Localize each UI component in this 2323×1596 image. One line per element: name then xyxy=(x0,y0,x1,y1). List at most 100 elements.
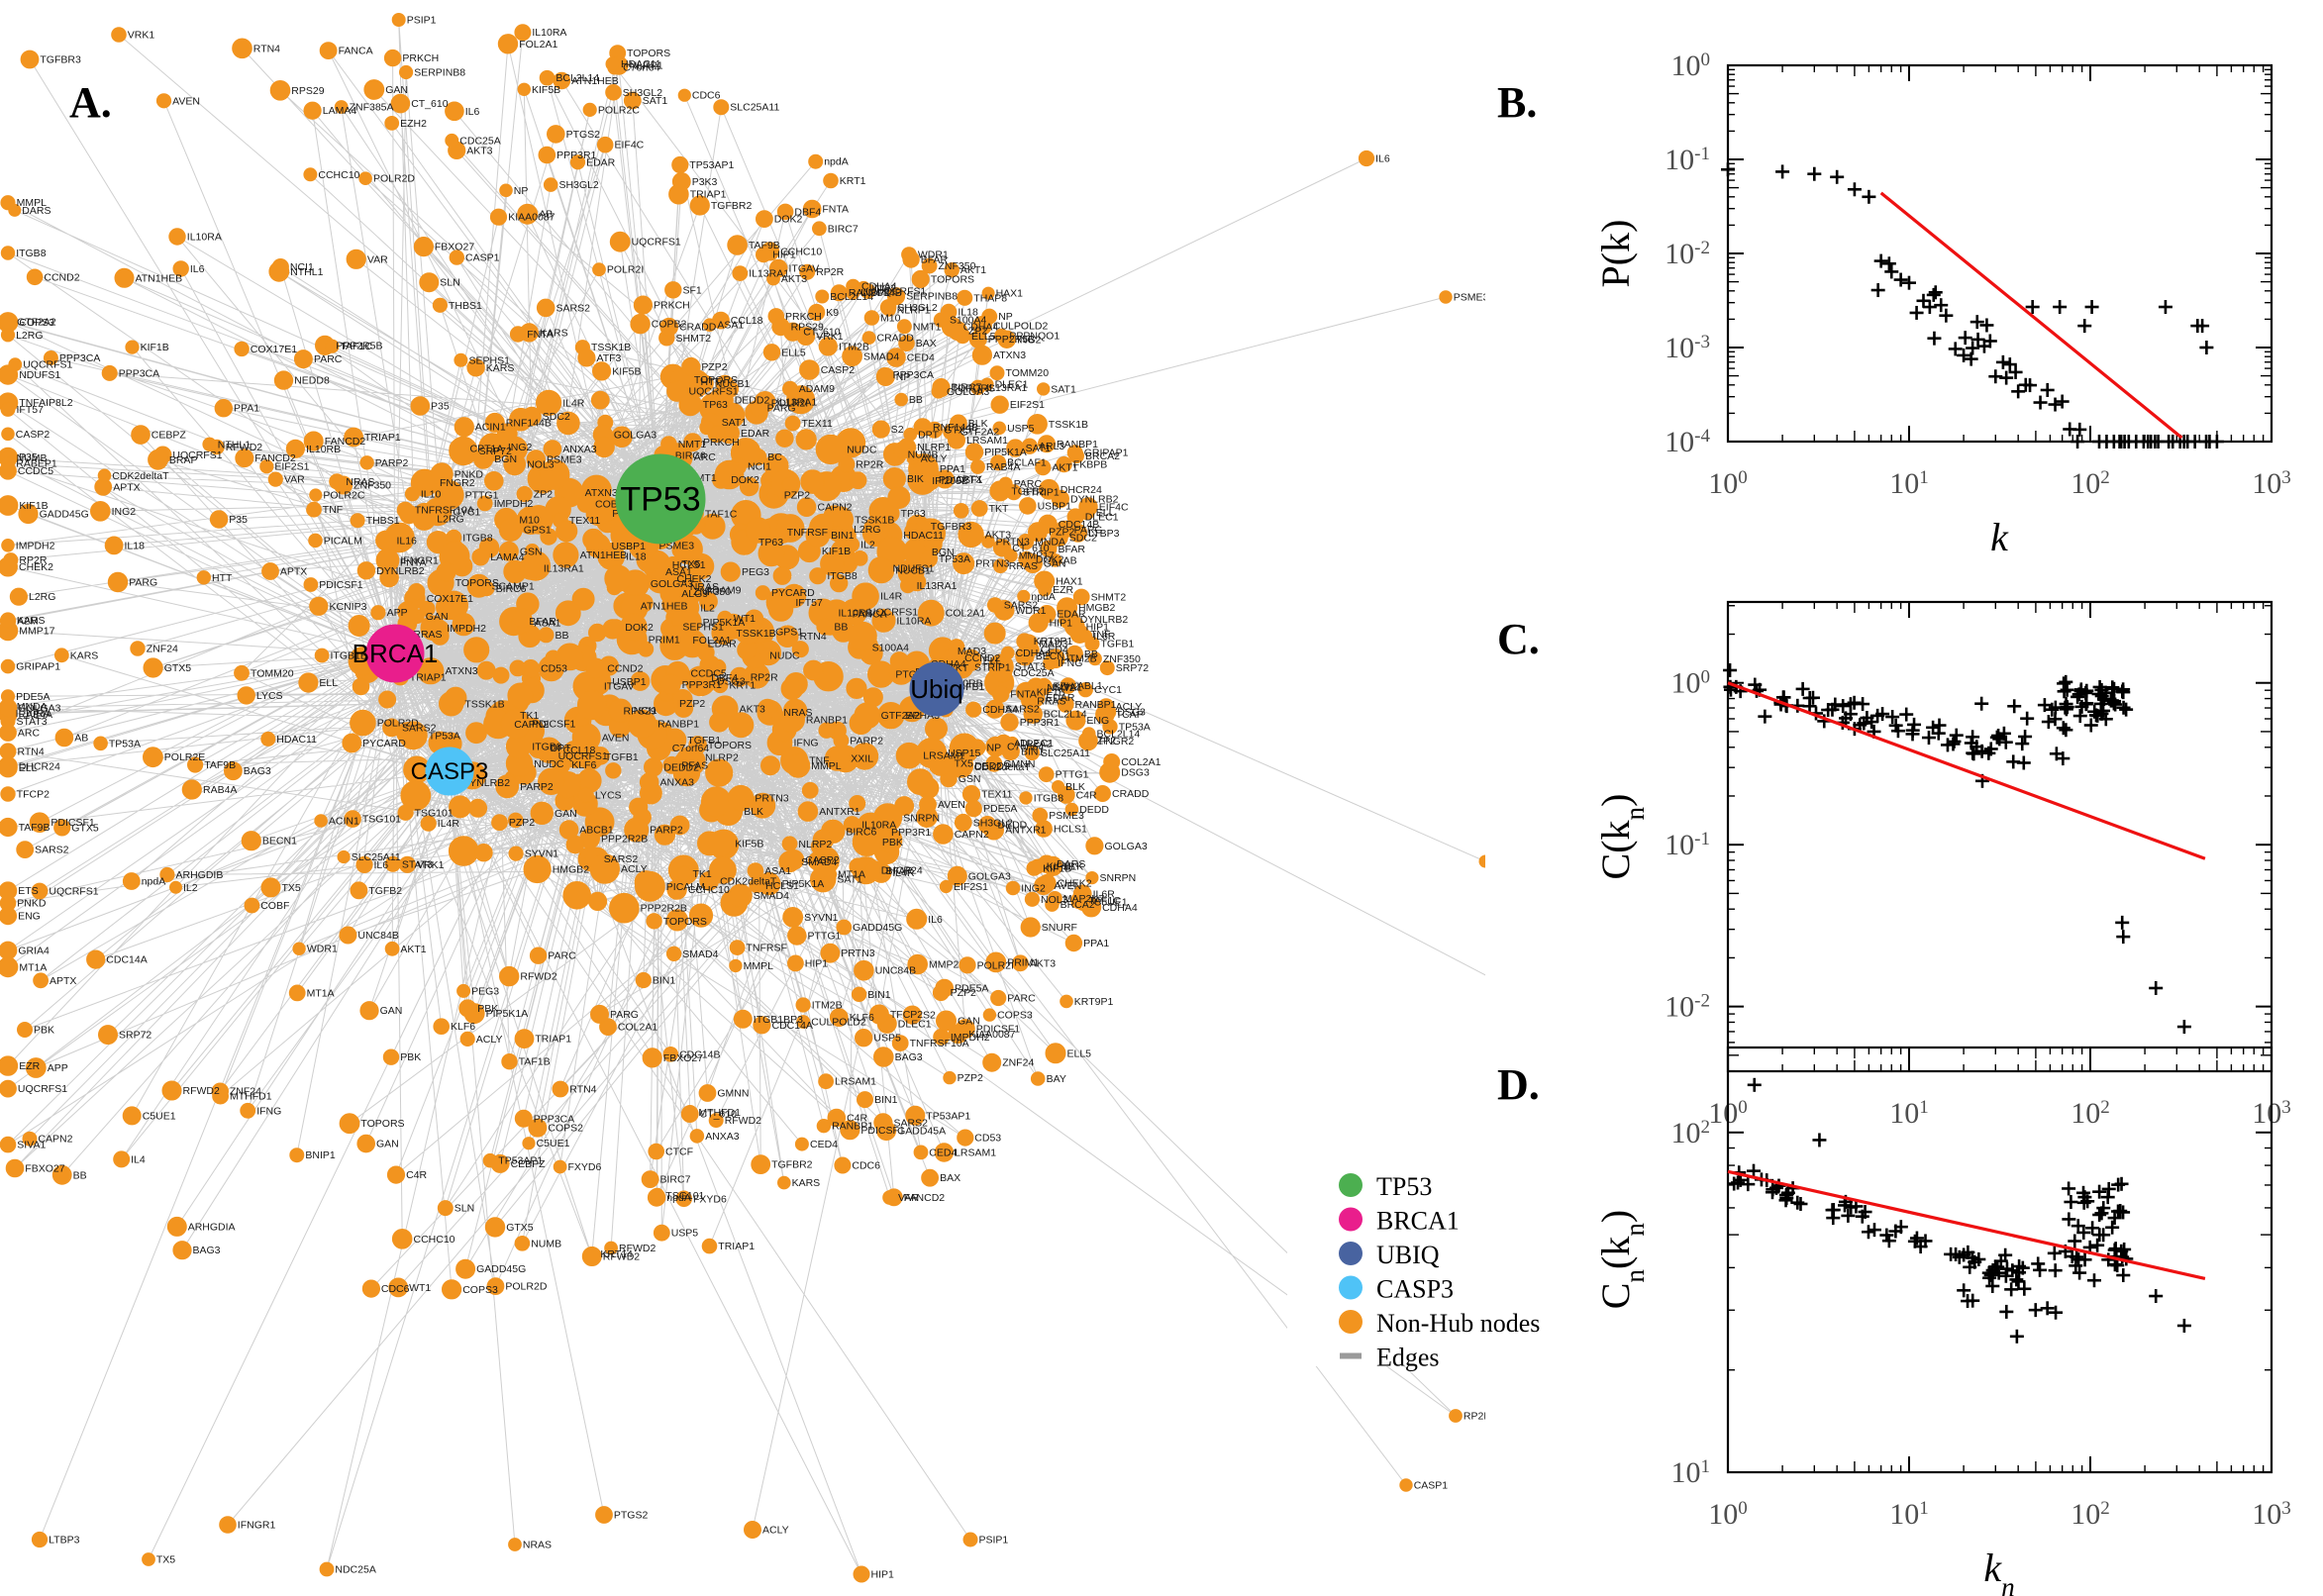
svg-text:NP: NP xyxy=(987,743,1002,754)
svg-text:APP: APP xyxy=(387,607,408,619)
svg-text:COPS3: COPS3 xyxy=(997,1010,1033,1022)
svg-text:CRADD: CRADD xyxy=(877,333,915,345)
svg-text:CED4: CED4 xyxy=(929,1147,957,1158)
svg-text:UQCRFS1: UQCRFS1 xyxy=(18,1083,67,1095)
svg-text:APP: APP xyxy=(48,1062,68,1074)
svg-text:TAF1C: TAF1C xyxy=(705,508,738,520)
svg-text:ANXA3: ANXA3 xyxy=(705,1131,740,1143)
svg-text:FANCA: FANCA xyxy=(339,46,373,57)
svg-text:PTTG1: PTTG1 xyxy=(808,931,842,943)
svg-text:PTGS2: PTGS2 xyxy=(566,129,601,141)
svg-text:POLR2D: POLR2D xyxy=(505,1281,547,1293)
svg-text:AKT3: AKT3 xyxy=(740,703,765,715)
svg-text:KRT9P1: KRT9P1 xyxy=(1034,636,1073,648)
svg-text:NLRP1: NLRP1 xyxy=(917,442,951,453)
svg-text:IL4R: IL4R xyxy=(880,591,903,603)
svg-text:GSN: GSN xyxy=(959,773,981,785)
svg-text:C4R: C4R xyxy=(1076,789,1097,801)
svg-text:ETS: ETS xyxy=(18,885,38,897)
svg-text:POLR2E: POLR2E xyxy=(164,751,205,763)
svg-text:SHMT2: SHMT2 xyxy=(676,333,712,345)
svg-text:BAX: BAX xyxy=(940,1172,960,1184)
svg-text:CCDC5: CCDC5 xyxy=(691,668,727,680)
svg-text:IFT57: IFT57 xyxy=(795,597,823,609)
svg-text:CRADD: CRADD xyxy=(679,322,717,334)
svg-text:ATXN3: ATXN3 xyxy=(446,665,478,677)
svg-text:VAR: VAR xyxy=(284,474,305,486)
svg-text:BIK: BIK xyxy=(907,473,924,485)
svg-text:BB: BB xyxy=(73,1169,87,1181)
svg-text:PYCARD: PYCARD xyxy=(362,738,406,749)
svg-text:NLRP2: NLRP2 xyxy=(798,839,832,850)
svg-text:IL6: IL6 xyxy=(928,914,943,926)
svg-text:HDAC11: HDAC11 xyxy=(276,734,317,746)
svg-text:ATXN3: ATXN3 xyxy=(585,487,618,499)
svg-text:L2RG: L2RG xyxy=(16,330,43,342)
svg-text:AKT1: AKT1 xyxy=(400,944,426,955)
svg-text:BFAR: BFAR xyxy=(886,865,914,877)
svg-text:GAN: GAN xyxy=(376,1139,399,1150)
svg-text:ELL: ELL xyxy=(983,654,1002,666)
svg-text:KIF1B: KIF1B xyxy=(141,342,169,353)
svg-text:CAPN2: CAPN2 xyxy=(818,502,853,514)
svg-text:FNTA: FNTA xyxy=(1010,689,1037,701)
svg-text:BIN1: BIN1 xyxy=(874,1094,898,1106)
svg-text:GTX5: GTX5 xyxy=(506,1222,534,1234)
svg-text:DSG3: DSG3 xyxy=(1117,707,1146,719)
svg-text:CCHC10: CCHC10 xyxy=(688,884,730,896)
svg-text:CED4: CED4 xyxy=(907,352,935,364)
svg-text:SIVA1: SIVA1 xyxy=(17,1140,46,1151)
svg-text:TX5: TX5 xyxy=(955,758,973,770)
svg-text:TRIAP1: TRIAP1 xyxy=(535,1034,571,1046)
svg-text:PEG3: PEG3 xyxy=(471,985,499,997)
svg-text:IMPDH2: IMPDH2 xyxy=(16,540,55,551)
svg-text:RFWD2: RFWD2 xyxy=(183,1085,220,1097)
svg-text:FXYD6: FXYD6 xyxy=(568,1161,602,1173)
svg-text:TAF9B: TAF9B xyxy=(19,822,50,834)
svg-text:ELL5: ELL5 xyxy=(1067,1047,1092,1059)
svg-text:TGFBR2: TGFBR2 xyxy=(771,1159,813,1171)
svg-text:GOLGA3: GOLGA3 xyxy=(1105,841,1148,852)
svg-text:USP5: USP5 xyxy=(873,1033,901,1045)
svg-text:ITGB8: ITGB8 xyxy=(532,741,562,752)
svg-text:NCI1: NCI1 xyxy=(634,705,657,717)
svg-text:TGFB2: TGFB2 xyxy=(368,885,402,897)
svg-text:ANXA3: ANXA3 xyxy=(562,444,597,455)
svg-text:ATF3: ATF3 xyxy=(597,352,622,364)
svg-text:ACLY: ACLY xyxy=(476,1034,503,1046)
svg-text:ARC: ARC xyxy=(694,451,717,463)
svg-text:CCHC10: CCHC10 xyxy=(414,1234,455,1246)
svg-text:POLR2C: POLR2C xyxy=(598,104,640,116)
svg-text:CASP3: CASP3 xyxy=(1376,1275,1454,1304)
svg-text:BIRC7: BIRC7 xyxy=(660,1174,691,1186)
svg-text:ING2: ING2 xyxy=(1021,883,1046,895)
svg-text:BB: BB xyxy=(556,630,569,642)
svg-text:FKBPB: FKBPB xyxy=(1073,459,1107,471)
svg-text:TGFB1: TGFB1 xyxy=(605,751,639,763)
svg-text:IL13RA1: IL13RA1 xyxy=(544,562,584,574)
svg-text:GTF2A2: GTF2A2 xyxy=(17,316,56,328)
svg-text:TEX11: TEX11 xyxy=(802,418,833,430)
svg-text:HIP1: HIP1 xyxy=(871,1569,895,1581)
svg-text:TP53AP1: TP53AP1 xyxy=(689,159,734,171)
svg-text:KIF5B: KIF5B xyxy=(735,839,763,850)
svg-text:COX17E1: COX17E1 xyxy=(427,593,473,605)
svg-text:P3K3: P3K3 xyxy=(692,176,718,188)
svg-text:THBS1: THBS1 xyxy=(366,515,400,527)
svg-text:RTN4: RTN4 xyxy=(253,43,280,54)
svg-text:ITGB1BP3: ITGB1BP3 xyxy=(754,1014,803,1026)
svg-text:AVEN: AVEN xyxy=(938,799,965,811)
svg-text:BLK: BLK xyxy=(744,806,763,818)
svg-text:NUCB1: NUCB1 xyxy=(895,565,931,577)
svg-text:HIP1: HIP1 xyxy=(1050,618,1073,630)
svg-text:DSG3: DSG3 xyxy=(1121,767,1150,779)
svg-text:EIF2S1: EIF2S1 xyxy=(1010,399,1045,411)
svg-text:SMAD4: SMAD4 xyxy=(754,890,789,902)
svg-text:PARP2: PARP2 xyxy=(850,735,883,747)
svg-text:PARP2: PARP2 xyxy=(650,825,683,837)
svg-text:RAB4A: RAB4A xyxy=(986,461,1020,473)
svg-text:PRTN3: PRTN3 xyxy=(755,793,788,805)
svg-text:DOK2: DOK2 xyxy=(731,474,759,486)
svg-text:EZR: EZR xyxy=(19,1060,40,1072)
svg-text:SAT1: SAT1 xyxy=(1051,383,1076,395)
